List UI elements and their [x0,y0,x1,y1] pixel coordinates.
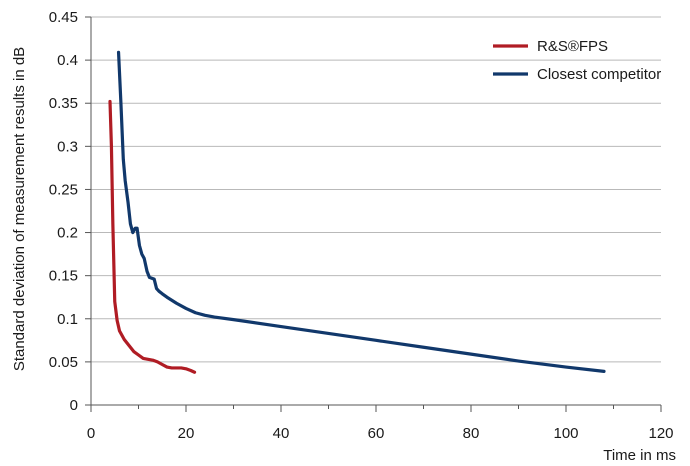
x-tick-label: 80 [463,425,480,442]
x-tick-label: 100 [553,425,578,442]
x-tick-label: 20 [178,425,195,442]
x-axis-label: Time in ms [603,447,676,464]
y-tick-label: 0.25 [49,181,78,198]
x-tick-label: 0 [87,425,95,442]
y-tick-label: 0.45 [49,9,78,26]
y-tick-label: 0 [70,397,78,414]
series-line-0 [108,99,197,374]
y-tick-label: 0.1 [57,311,78,328]
y-tick-label: 0.4 [57,52,78,69]
x-tick-label: 60 [368,425,385,442]
y-axis-label: Standard deviation of measurement result… [11,47,28,371]
y-tick-label: 0.15 [49,268,78,285]
legend-label-0: R&S®FPS [537,38,608,55]
legend-label-1: Closest competitor [537,66,661,83]
y-tick-label: 0.35 [49,95,78,112]
y-tick-label: 0.3 [57,138,78,155]
series-line-1 [116,50,606,373]
x-tick-label: 120 [648,425,673,442]
grid-layer [91,16,661,363]
legend: R&S®FPS Closest competitor [493,38,661,83]
y-tick-label: 0.2 [57,225,78,242]
axes-layer: 0 0.05 0.1 0.15 0.2 0.25 0.3 0.35 0.4 0.45 0 20 40 60… [49,9,674,442]
y-tick-label: 0.05 [49,354,78,371]
series-layer [108,50,606,374]
x-tick-label: 40 [273,425,290,442]
